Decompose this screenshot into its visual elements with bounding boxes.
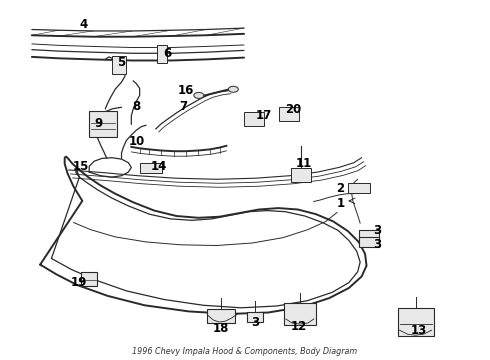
- Text: 11: 11: [295, 157, 312, 170]
- Text: 6: 6: [164, 47, 171, 60]
- FancyBboxPatch shape: [140, 163, 162, 174]
- Text: 17: 17: [255, 109, 272, 122]
- Text: 13: 13: [411, 324, 427, 337]
- Text: 3: 3: [373, 224, 381, 237]
- Text: 12: 12: [291, 320, 307, 333]
- Text: 7: 7: [180, 100, 188, 113]
- Text: 3: 3: [251, 316, 259, 329]
- FancyBboxPatch shape: [89, 111, 117, 137]
- FancyBboxPatch shape: [81, 272, 97, 286]
- FancyBboxPatch shape: [359, 237, 378, 247]
- Text: 9: 9: [94, 117, 102, 130]
- Text: 4: 4: [79, 18, 87, 31]
- FancyBboxPatch shape: [244, 112, 264, 126]
- FancyBboxPatch shape: [397, 308, 434, 336]
- FancyBboxPatch shape: [347, 183, 369, 193]
- Text: 1996 Chevy Impala Hood & Components, Body Diagram: 1996 Chevy Impala Hood & Components, Bod…: [132, 347, 358, 356]
- Text: 16: 16: [178, 84, 195, 97]
- Text: 14: 14: [151, 160, 168, 173]
- Text: 18: 18: [212, 322, 229, 335]
- Text: 1: 1: [337, 197, 344, 210]
- FancyBboxPatch shape: [247, 312, 263, 322]
- FancyBboxPatch shape: [207, 309, 236, 323]
- Text: 19: 19: [70, 276, 87, 289]
- Text: 5: 5: [118, 57, 125, 69]
- FancyBboxPatch shape: [157, 45, 167, 63]
- Text: 20: 20: [285, 103, 301, 116]
- Ellipse shape: [228, 86, 238, 92]
- FancyBboxPatch shape: [359, 230, 378, 240]
- FancyBboxPatch shape: [292, 168, 311, 183]
- FancyBboxPatch shape: [284, 303, 316, 325]
- Text: 2: 2: [337, 183, 344, 195]
- Text: 10: 10: [129, 135, 146, 148]
- Text: 8: 8: [132, 100, 140, 113]
- Text: 3: 3: [373, 238, 381, 251]
- Ellipse shape: [194, 93, 204, 98]
- Text: 15: 15: [73, 160, 89, 173]
- FancyBboxPatch shape: [279, 108, 299, 121]
- FancyBboxPatch shape: [112, 55, 126, 73]
